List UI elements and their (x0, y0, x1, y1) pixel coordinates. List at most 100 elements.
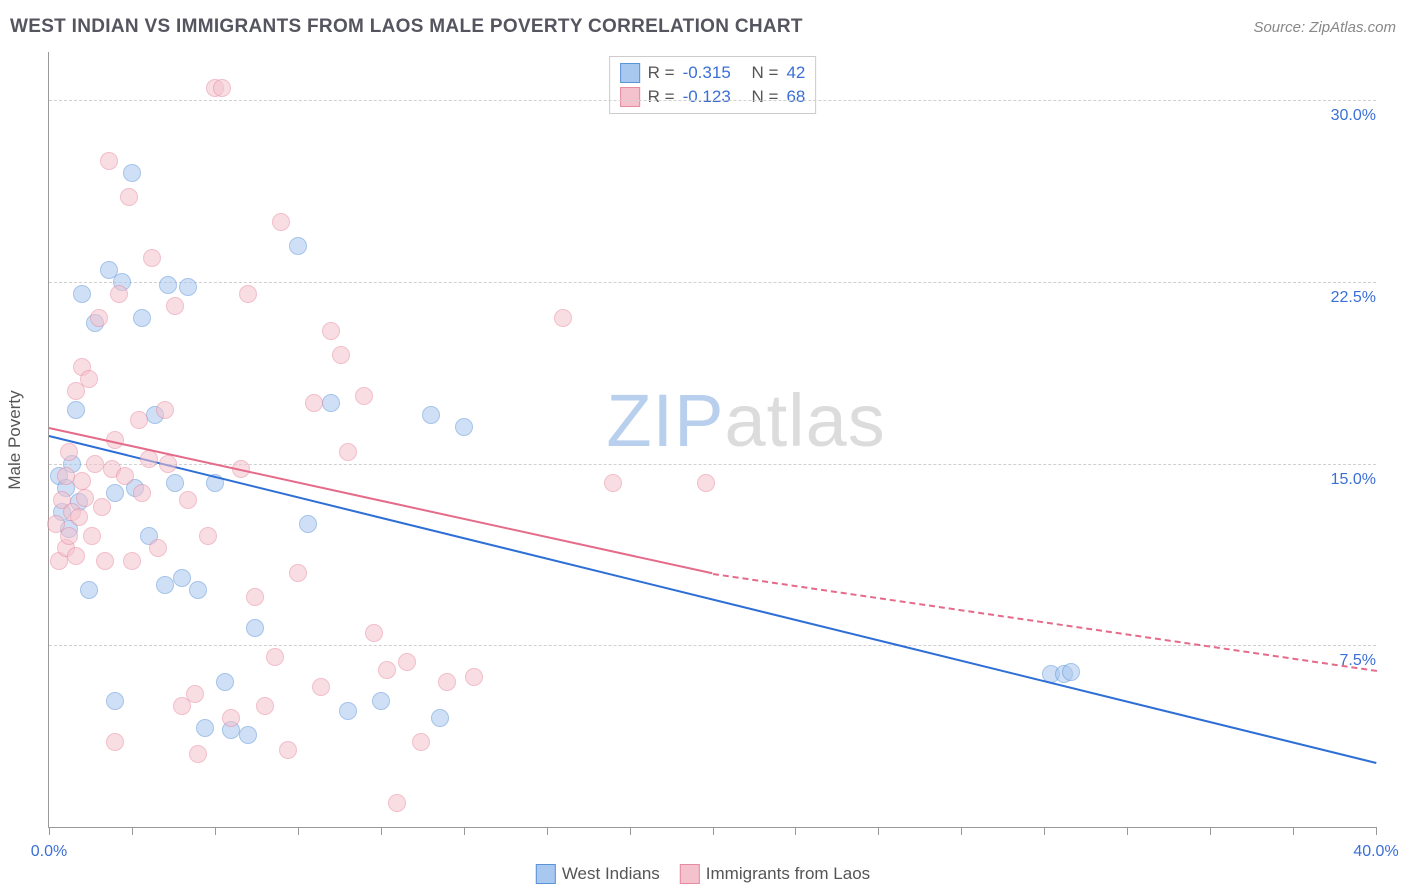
x-tick (1376, 827, 1377, 835)
swatch-icon (536, 864, 556, 884)
chart-area: Male Poverty ZIPatlas R = -0.315 N = 42 … (48, 52, 1376, 828)
data-point (189, 581, 207, 599)
r-value: -0.123 (683, 87, 731, 107)
data-point (186, 685, 204, 703)
legend-label: Immigrants from Laos (706, 864, 870, 884)
y-tick-label: 22.5% (1329, 289, 1378, 307)
data-point (86, 455, 104, 473)
data-point (196, 719, 214, 737)
data-point (289, 237, 307, 255)
data-point (143, 249, 161, 267)
data-point (216, 673, 234, 691)
data-point (378, 661, 396, 679)
data-point (123, 552, 141, 570)
data-point (246, 588, 264, 606)
swatch-icon (620, 63, 640, 83)
data-point (239, 285, 257, 303)
data-point (67, 547, 85, 565)
gridline (49, 645, 1376, 646)
x-tick (1044, 827, 1045, 835)
data-point (173, 569, 191, 587)
data-point (96, 552, 114, 570)
legend-item: West Indians (536, 864, 660, 884)
data-point (455, 418, 473, 436)
legend-row: R = -0.123 N = 68 (620, 85, 806, 109)
data-point (133, 309, 151, 327)
n-value: 42 (786, 63, 805, 83)
data-point (222, 709, 240, 727)
x-tick (1293, 827, 1294, 835)
data-point (149, 539, 167, 557)
x-tick (464, 827, 465, 835)
data-point (312, 678, 330, 696)
x-tick-label: 40.0% (1353, 843, 1398, 861)
data-point (60, 443, 78, 461)
data-point (100, 152, 118, 170)
r-value: -0.315 (683, 63, 731, 83)
data-point (73, 285, 91, 303)
data-point (438, 673, 456, 691)
x-tick (630, 827, 631, 835)
data-point (106, 692, 124, 710)
page-title: WEST INDIAN VS IMMIGRANTS FROM LAOS MALE… (10, 16, 803, 38)
data-point (388, 794, 406, 812)
y-axis-label: Male Poverty (5, 390, 25, 489)
data-point (272, 213, 290, 231)
data-point (332, 346, 350, 364)
stats-legend: R = -0.315 N = 42 R = -0.123 N = 68 (609, 56, 817, 114)
series-legend: West Indians Immigrants from Laos (536, 864, 870, 884)
n-label: N = (752, 63, 779, 83)
x-tick (961, 827, 962, 835)
data-point (67, 401, 85, 419)
source-attribution: Source: ZipAtlas.com (1253, 19, 1396, 36)
data-point (179, 491, 197, 509)
y-tick-label: 30.0% (1329, 107, 1378, 125)
data-point (159, 276, 177, 294)
data-point (156, 401, 174, 419)
r-label: R = (648, 63, 675, 83)
data-point (604, 474, 622, 492)
data-point (110, 285, 128, 303)
data-point (299, 515, 317, 533)
data-point (339, 702, 357, 720)
data-point (106, 484, 124, 502)
data-point (1062, 663, 1080, 681)
data-point (156, 576, 174, 594)
data-point (83, 527, 101, 545)
data-point (322, 394, 340, 412)
data-point (697, 474, 715, 492)
data-point (465, 668, 483, 686)
data-point (179, 278, 197, 296)
data-point (266, 648, 284, 666)
data-point (305, 394, 323, 412)
x-tick (547, 827, 548, 835)
data-point (339, 443, 357, 461)
data-point (199, 527, 217, 545)
x-tick (795, 827, 796, 835)
x-tick (1127, 827, 1128, 835)
data-point (422, 406, 440, 424)
data-point (106, 733, 124, 751)
data-point (70, 508, 88, 526)
data-point (120, 188, 138, 206)
swatch-icon (680, 864, 700, 884)
x-tick (132, 827, 133, 835)
data-point (140, 450, 158, 468)
n-label: N = (752, 87, 779, 107)
data-point (93, 498, 111, 516)
data-point (322, 322, 340, 340)
data-point (256, 697, 274, 715)
n-value: 68 (786, 87, 805, 107)
data-point (189, 745, 207, 763)
data-point (166, 297, 184, 315)
data-point (166, 474, 184, 492)
data-point (80, 581, 98, 599)
data-point (90, 309, 108, 327)
watermark: ZIPatlas (606, 378, 885, 463)
data-point (73, 472, 91, 490)
data-point (412, 733, 430, 751)
legend-label: West Indians (562, 864, 660, 884)
x-tick (215, 827, 216, 835)
data-point (372, 692, 390, 710)
x-tick (381, 827, 382, 835)
